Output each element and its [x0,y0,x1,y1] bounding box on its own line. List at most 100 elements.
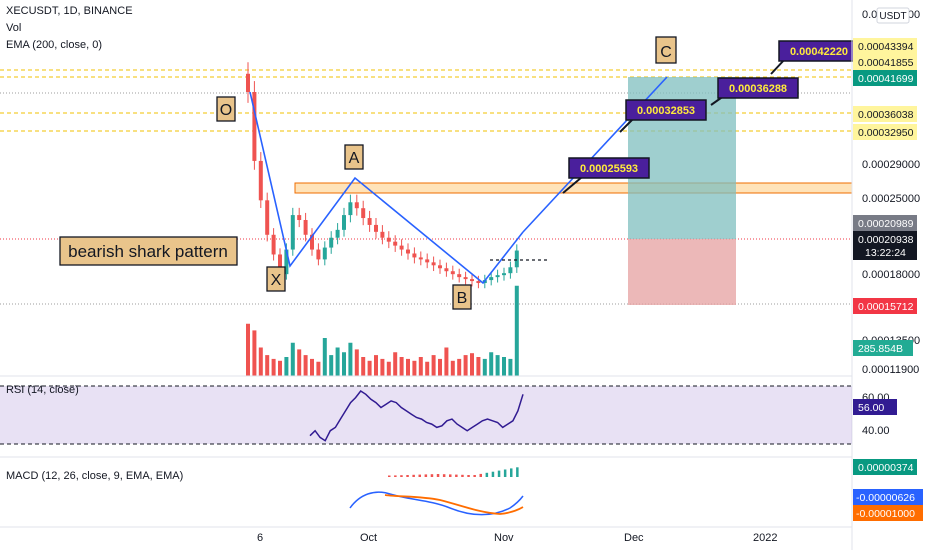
svg-text:USDT: USDT [879,11,906,22]
svg-text:0.00032853: 0.00032853 [637,105,695,117]
candle [406,249,410,254]
svg-text:A: A [349,150,360,167]
stop-zone[interactable] [628,239,736,305]
volume-bar [476,357,481,376]
volume-bar [470,353,474,376]
macd-hist-bar [394,475,397,477]
candle [444,268,449,272]
svg-text:0.00036038: 0.00036038 [858,109,914,121]
target-label-2[interactable]: 0.00032853 [625,99,707,121]
candle [399,245,404,250]
volume-bar [303,355,308,376]
ema-legend[interactable]: EMA (200, close, 0) [6,39,102,51]
main-price-pane[interactable]: 0.00025593 0.00032853 0.00036288 0.00042… [0,36,860,376]
candle [367,218,372,225]
target-label-1[interactable]: 0.00025593 [568,157,650,179]
macd-axis: 0.00000374 -0.00000626 -0.00001000 [853,459,923,521]
macd-pane[interactable] [349,467,524,516]
candle [425,259,430,263]
macd-hist-bar [510,468,513,477]
candle [310,234,314,250]
point-label-o[interactable]: O [216,96,236,122]
time-label: Dec [624,532,644,544]
rsi-line [309,389,524,442]
candle [271,234,276,255]
volume-bar [265,355,270,376]
volume-bar [425,361,430,376]
point-label-b[interactable]: B [452,284,472,310]
candle [361,208,366,219]
point-label-c[interactable]: C [655,36,677,64]
svg-text:0.00025593: 0.00025593 [580,163,638,175]
macd-hist-bar [491,471,495,477]
volume-bar [399,357,404,376]
macd-hist-bar [467,475,470,477]
symbol-title[interactable]: XECUSDT, 1D, BINANCE [6,5,133,17]
candle [393,241,398,246]
marker-41855: 0.00041855 [853,54,917,70]
candle [348,202,353,216]
candle [354,202,359,209]
svg-text:0.00042220: 0.00042220 [790,46,848,58]
time-label: 2022 [753,532,777,544]
svg-text:O: O [220,102,232,119]
candle [438,265,442,269]
svg-text:C: C [660,44,672,61]
rsi-legend[interactable]: RSI (14, close) [6,384,79,396]
pattern-label[interactable]: bearish shark pattern [59,236,238,266]
volume-bar [361,357,366,376]
svg-text:56.00: 56.00 [858,402,884,414]
volume-bar [386,361,391,376]
candle [284,249,289,275]
volume-bar [412,360,417,376]
svg-text:13:22:24: 13:22:24 [865,247,906,259]
volume-bar [450,360,455,376]
volume-bar [514,285,519,376]
volume-bar [457,358,462,376]
macd-hist-bar [418,474,421,477]
svg-text:0.00020989: 0.00020989 [858,218,914,230]
target-label-4[interactable]: 0.00042220 [778,40,860,62]
marker-15712: 0.00015712 [853,298,917,314]
volume-bar [418,357,423,376]
point-label-a[interactable]: A [344,144,364,170]
volume-bar [335,347,340,376]
candle [246,73,250,92]
volume-bar [502,357,506,376]
volume-bar [489,352,494,376]
rsi-pane[interactable] [0,385,852,445]
macd-hist-bar [503,469,507,477]
currency-badge[interactable]: USDT [876,7,910,24]
candle [278,254,282,275]
svg-text:X: X [271,272,282,289]
macd-histogram [388,467,519,477]
time-label: Nov [494,532,514,544]
candle [412,253,417,258]
pattern-line-oxab[interactable] [249,91,524,285]
candle [476,281,481,284]
target-label-3[interactable]: 0.00036288 [717,77,799,99]
volume-bar [246,323,250,376]
volume-bar [297,349,302,376]
volume-bar [380,358,385,376]
time-axis[interactable]: 6 Oct Nov Dec 2022 [257,532,777,544]
svg-text:-0.00000626: -0.00000626 [856,492,915,504]
point-label-x[interactable]: X [266,266,286,292]
volume-bar [482,358,487,376]
volume-legend[interactable]: Vol [6,22,22,34]
candle [431,262,436,266]
macd-line [349,491,524,516]
volume-bar [406,358,410,376]
candle [374,224,378,232]
macd-legend[interactable]: MACD (12, 26, close, 9, EMA, EMA) [6,470,184,482]
candle [303,220,308,235]
candle [502,273,506,276]
svg-text:40.00: 40.00 [862,425,890,437]
svg-text:0.00043394: 0.00043394 [858,41,914,53]
volume-bar [329,355,334,376]
volume-bar [495,355,500,376]
volume-bar [252,330,257,376]
candle [457,274,462,278]
